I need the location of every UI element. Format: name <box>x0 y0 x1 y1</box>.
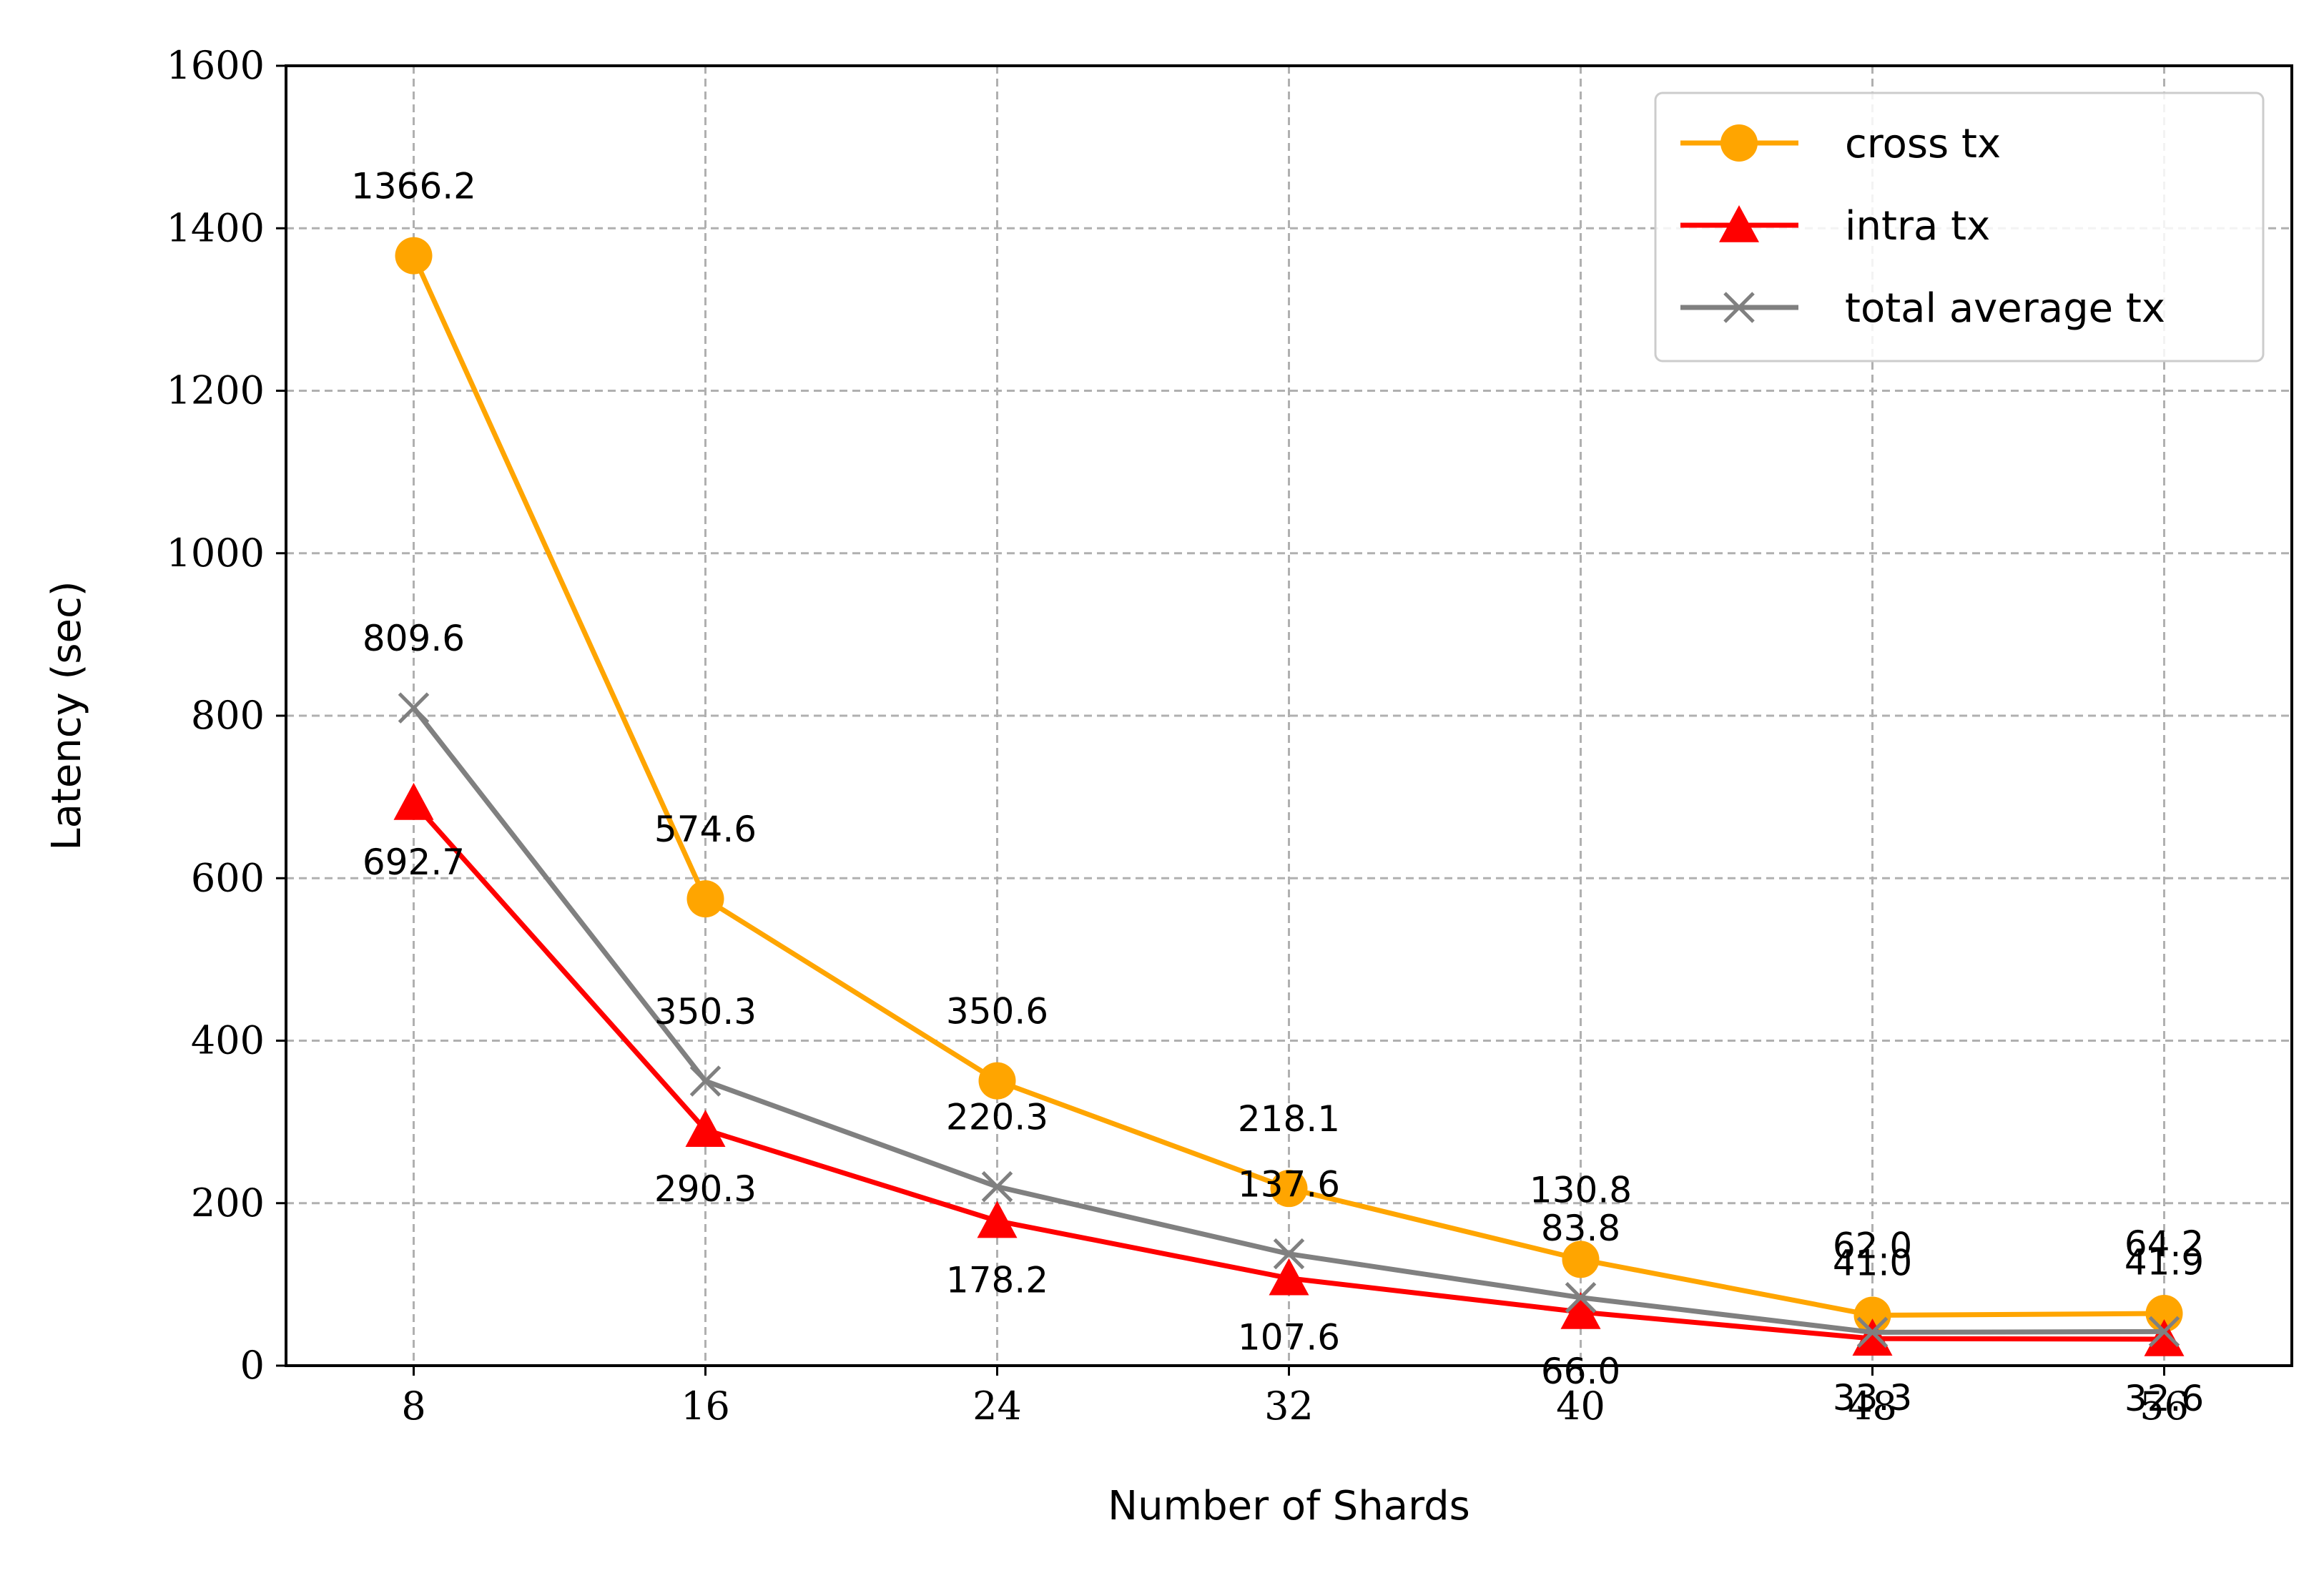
x-tick-label: 24 <box>973 1384 1022 1429</box>
legend-marker <box>1719 205 1759 242</box>
data-label: 290.3 <box>654 1168 757 1210</box>
data-point <box>393 782 434 820</box>
x-axis-title: Number of Shards <box>1108 1483 1470 1529</box>
data-label: 137.6 <box>1238 1164 1340 1205</box>
data-label: 64.2 <box>2124 1223 2204 1265</box>
legend-marker <box>1723 292 1755 323</box>
series-2 <box>398 692 2180 1348</box>
y-tick-label: 0 <box>240 1343 265 1388</box>
data-point <box>1562 1241 1600 1278</box>
legend-marker <box>1720 124 1758 162</box>
legend-label: total average tx <box>1845 285 2165 332</box>
data-point <box>1273 1238 1305 1270</box>
data-label: 350.6 <box>946 991 1048 1032</box>
legend: cross tx intra tx total average tx <box>1654 92 2265 363</box>
data-label: 220.3 <box>946 1097 1048 1138</box>
legend-item: total average tx <box>1680 285 2165 332</box>
series-lines <box>393 237 2185 1356</box>
y-tick-label: 1600 <box>167 43 265 88</box>
y-tick-label: 1200 <box>167 368 265 413</box>
data-point <box>1565 1282 1597 1313</box>
series-1 <box>393 782 2185 1356</box>
data-point <box>981 1170 1013 1203</box>
data-point <box>1269 1258 1309 1296</box>
data-point <box>685 1110 726 1147</box>
data-point <box>978 1062 1016 1100</box>
data-label: 692.7 <box>363 842 465 883</box>
data-point <box>1270 1170 1308 1208</box>
data-label: 41.9 <box>2124 1241 2204 1283</box>
data-point <box>398 692 430 724</box>
y-axis-title: Latency (sec) <box>44 581 90 850</box>
y-tick-label: 200 <box>191 1180 265 1226</box>
data-point <box>1560 1292 1601 1329</box>
legend-item: intra tx <box>1680 203 1990 250</box>
data-label: 130.8 <box>1530 1169 1632 1210</box>
axes: 8 16 24 32 40 48 56 0 200 400 600 800 1000 1200 1400 16… <box>167 43 2189 1429</box>
data-label: 33.3 <box>1833 1377 1912 1419</box>
grid <box>286 66 2292 1366</box>
x-tick-label: 8 <box>401 1384 425 1429</box>
data-point <box>977 1200 1018 1238</box>
data-point <box>689 1065 722 1097</box>
data-point <box>2148 1316 2180 1348</box>
x-tick-label: 16 <box>681 1384 730 1429</box>
data-label: 218.1 <box>1238 1098 1340 1140</box>
legend-label: cross tx <box>1845 121 2001 167</box>
data-labels: 1366.2 574.6 350.6 218.1 130.8 62.0 64.2 692.7 2… <box>351 166 2204 1419</box>
data-label: 1366.2 <box>351 166 476 207</box>
data-point <box>2144 1318 2185 1356</box>
y-tick-label: 400 <box>191 1018 265 1063</box>
data-point <box>1856 1316 1889 1348</box>
legend-box <box>1654 92 2265 363</box>
y-tick-label: 600 <box>191 855 265 900</box>
data-label: 62.0 <box>1833 1226 1912 1267</box>
x-tick-label: 48 <box>1848 1384 1897 1429</box>
data-label: 178.2 <box>946 1260 1048 1301</box>
y-tick-label: 1400 <box>167 205 265 250</box>
x-tick-label: 32 <box>1264 1384 1314 1429</box>
data-label: 32.6 <box>2124 1378 2204 1419</box>
y-tick-label: 1000 <box>167 531 265 576</box>
series-0 <box>395 237 2183 1334</box>
data-label: 107.6 <box>1238 1317 1340 1358</box>
legend-item: cross tx <box>1680 121 2001 167</box>
y-tick-label: 800 <box>191 693 265 738</box>
data-label: 83.8 <box>1541 1208 1620 1249</box>
data-label: 574.6 <box>654 809 757 850</box>
data-label: 350.3 <box>654 991 757 1032</box>
data-label: 41.0 <box>1833 1242 1912 1283</box>
legend-label: intra tx <box>1845 203 1990 250</box>
data-label: 809.6 <box>363 618 465 659</box>
data-point <box>1852 1318 1893 1356</box>
data-point <box>395 237 433 275</box>
data-point <box>686 880 724 918</box>
x-tick-label: 56 <box>2140 1384 2189 1429</box>
x-tick-label: 40 <box>1556 1384 1605 1429</box>
